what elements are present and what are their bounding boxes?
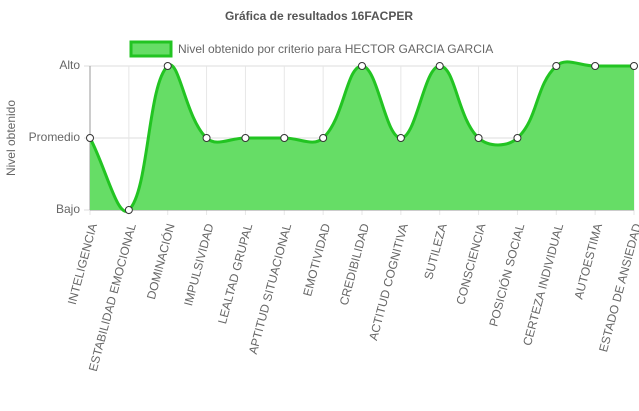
x-tick-label: APTITUD SITUACIONAL [246, 222, 294, 356]
point [474, 134, 483, 142]
legend-swatch [129, 40, 173, 58]
point [163, 62, 172, 70]
point [124, 206, 133, 214]
chart-title: Gráfica de resultados 16FACPER [225, 9, 413, 23]
point [591, 62, 600, 70]
x-tick-label: LEALTAD GRUPAL [215, 222, 255, 326]
point [396, 134, 405, 142]
point [202, 134, 211, 142]
x-tick-label: CREDIBILIDAD [337, 222, 372, 307]
x-tick-label: POSICIÓN SOCIAL [485, 221, 527, 328]
point [358, 62, 366, 70]
x-tick-label: SUTILEZA [421, 222, 449, 281]
point [319, 134, 328, 142]
x-tick-label: INTELIGENCIA [65, 222, 100, 306]
point [280, 134, 289, 142]
x-tick-label: IMPULSIVIDAD [181, 222, 217, 308]
point [241, 134, 250, 142]
x-tick-label: ACTITUD COGNITIVA [366, 222, 411, 342]
point [513, 134, 522, 142]
point [86, 134, 94, 142]
y-tick-label: Bajo [56, 202, 80, 216]
x-tick-label: CONSCIENCIA [453, 222, 488, 306]
point [630, 62, 638, 70]
x-tick-label: CERTEZA INDIVIDUAL [520, 222, 566, 347]
x-tick-label: DOMINACIÓN [143, 222, 178, 301]
point [552, 62, 561, 70]
x-tick-label: EMOTIVIDAD [300, 222, 333, 298]
legend-label: Nivel obtenido por criterio para HECTOR … [178, 42, 493, 56]
y-tick-label: Alto [59, 58, 80, 72]
area [90, 61, 634, 212]
y-axis-title: Nivel obtenido [4, 100, 18, 176]
point [435, 62, 444, 70]
x-tick-label: AUTOESTIMA [571, 222, 605, 301]
y-tick-label: Promedio [29, 130, 81, 144]
x-tick-label: ESTADO DE ANSIEDAD [596, 222, 639, 354]
